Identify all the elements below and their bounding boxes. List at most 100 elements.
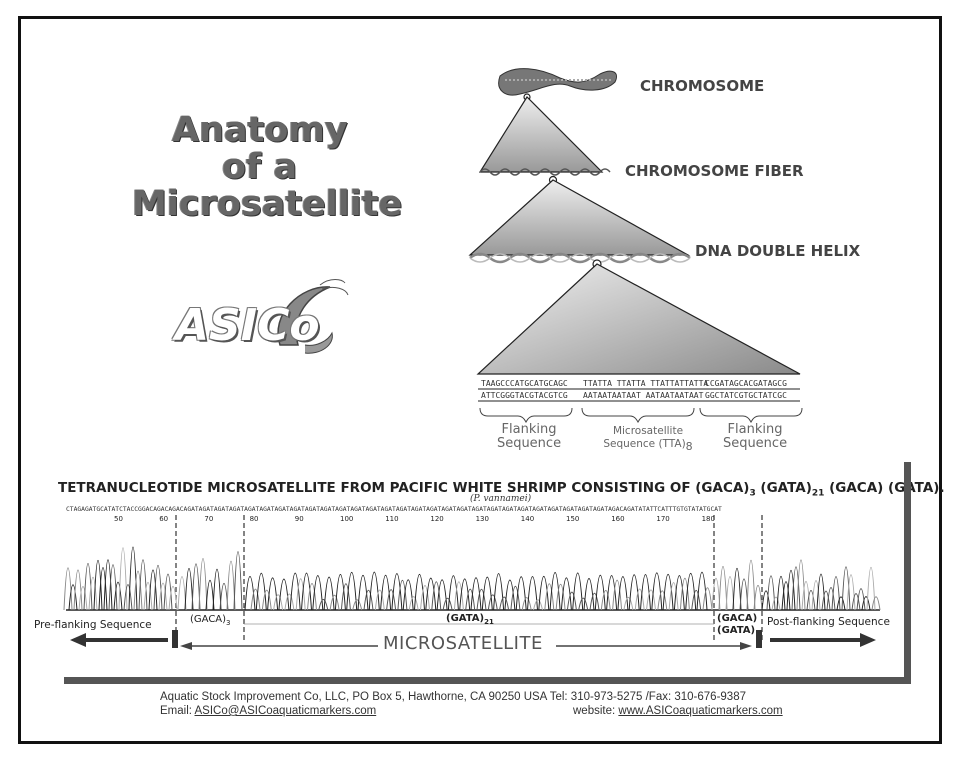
chromatogram-peak: [408, 596, 419, 611]
trace-bases: CTAGAGATGCATATCTACCGGACAGACAGACAGATAGATA…: [66, 506, 722, 513]
chromatogram-peak: [431, 581, 442, 611]
chromatogram-peak: [691, 589, 702, 611]
chromatogram-peak: [153, 564, 163, 611]
chromatogram-peak: [533, 599, 543, 611]
region-pre-flanking: Pre-flanking Sequence: [34, 619, 152, 631]
chromatogram-peak: [340, 583, 351, 611]
chromatogram-peak: [826, 586, 836, 611]
footer-website-link[interactable]: www.ASICoaquaticmarkers.com: [618, 705, 783, 717]
chromatogram-peak: [168, 586, 178, 611]
chromosome-fiber-icon: [479, 168, 611, 176]
chromatogram-peak: [668, 582, 679, 611]
chromatogram-peak: [363, 589, 374, 611]
chromatogram-peak: [470, 577, 482, 611]
caption-micro-sub: 8: [685, 440, 693, 454]
chromatogram-peak: [831, 576, 841, 611]
chromatogram-peak: [212, 569, 222, 611]
seq-top-mid: TTATTA TTATTA TTATTATTATTA: [583, 379, 709, 388]
chromatogram-peak: [527, 576, 538, 611]
chromatogram-peak: [657, 590, 668, 611]
chromatogram-peak: [861, 596, 871, 611]
chromatogram-peak: [718, 566, 728, 611]
chromatogram-peak: [662, 573, 674, 611]
chromatogram-peak: [776, 575, 786, 611]
caption-micro-2: Sequence (TTA): [603, 438, 686, 450]
footer-email: Email: ASICo@ASICoaquaticmarkers.com: [160, 705, 376, 717]
chromatogram-peak: [481, 576, 493, 611]
chromatogram-peak: [73, 569, 83, 611]
chromatogram-peak: [811, 579, 821, 611]
tick-label: 110: [385, 515, 399, 523]
chromatogram-peak: [93, 559, 103, 611]
tetra-title-1: TETRANUCLEOTIDE MICROSATELLITE FROM PACI…: [58, 480, 750, 496]
caption-microsatellite: Microsatellite Sequence (TTA)8: [588, 425, 708, 453]
chromatogram-peak: [617, 576, 629, 611]
chromatogram-peak: [108, 564, 118, 611]
chromatogram-peak: [414, 573, 425, 611]
chromatogram-peak: [476, 588, 487, 611]
chromatogram-peak: [634, 588, 645, 611]
chromatogram-peak: [465, 588, 476, 611]
chromatogram-peak: [555, 584, 566, 611]
chromatogram-peak: [589, 592, 600, 611]
tick-label: 150: [566, 515, 580, 523]
chromatogram-peak: [821, 590, 831, 611]
chromatogram-peak: [198, 557, 208, 611]
region-gaca-gata: (GACA) (GATA): [717, 613, 757, 637]
footer-email-link[interactable]: ASICo@ASICoaquaticmarkers.com: [194, 705, 377, 717]
chromatogram-peak: [334, 574, 346, 611]
footer-website: website: www.ASICoaquaticmarkers.com: [573, 705, 783, 717]
tick-label: 180: [701, 515, 715, 523]
chromatogram-peak: [515, 576, 527, 611]
chromatogram-peak: [816, 573, 826, 611]
chromatogram-peak: [673, 575, 685, 611]
chromatogram-peak: [295, 578, 306, 611]
chromatogram-peak: [143, 582, 153, 611]
tick-label: 130: [475, 515, 489, 523]
zoom-triangle-1: [478, 96, 604, 173]
label-chromosome-fiber: CHROMOSOME FIBER: [625, 162, 804, 180]
caption-flanking-right: Flanking Sequence: [710, 423, 800, 451]
shrimp-logo-icon: [277, 279, 349, 354]
chromatogram-peak: [521, 597, 532, 611]
chromatogram-peak: [761, 590, 771, 611]
chromatogram-peak: [391, 573, 403, 611]
diagram-frame: [18, 16, 942, 744]
tick-label: 120: [430, 515, 444, 523]
tick-label: 70: [204, 515, 214, 523]
chromatogram-peak: [261, 589, 272, 611]
chromatogram-peak: [278, 578, 290, 611]
chromatogram-peak: [871, 596, 881, 611]
chromatogram-peak: [640, 574, 651, 611]
footer-address: Aquatic Stock Improvement Co, LLC, PO Bo…: [160, 691, 746, 703]
brace-mid: [581, 407, 695, 424]
chromatogram-peak: [128, 546, 138, 611]
chromatogram-peak: [583, 578, 595, 611]
chromatogram-peak: [368, 571, 380, 611]
chromatogram-peaks: [63, 546, 881, 611]
chromatogram-peak: [226, 560, 236, 611]
chromatogram-peak: [806, 590, 816, 611]
chromatogram-peak: [746, 559, 756, 611]
chromatogram-peak: [442, 597, 453, 611]
chromatogram-peak: [560, 577, 572, 611]
chromatogram-peak: [284, 593, 295, 611]
chromatogram-peak: [606, 575, 618, 611]
chromatogram-peak: [289, 572, 301, 611]
chromatogram-peak: [796, 559, 806, 611]
chromatogram-peak: [549, 572, 561, 611]
chromatogram-peak: [386, 589, 397, 611]
tick-label: 160: [611, 515, 625, 523]
brace-right: [699, 407, 803, 424]
region-gata-21-label: (GATA): [446, 613, 485, 624]
chromatogram-peak: [123, 584, 133, 611]
chromatogram-peak: [836, 596, 846, 611]
region-gata-21-sub: 21: [484, 618, 494, 626]
caption-flanking-left-1: Flanking: [501, 422, 557, 437]
chromatogram-peak: [786, 570, 796, 611]
chromatogram-peak: [158, 582, 168, 611]
tick-label: 100: [340, 515, 354, 523]
chromatogram-peak: [191, 563, 201, 611]
chromatogram-peak: [113, 581, 123, 611]
seq-top-right: CCGATAGCACGATAGCG: [705, 379, 787, 388]
